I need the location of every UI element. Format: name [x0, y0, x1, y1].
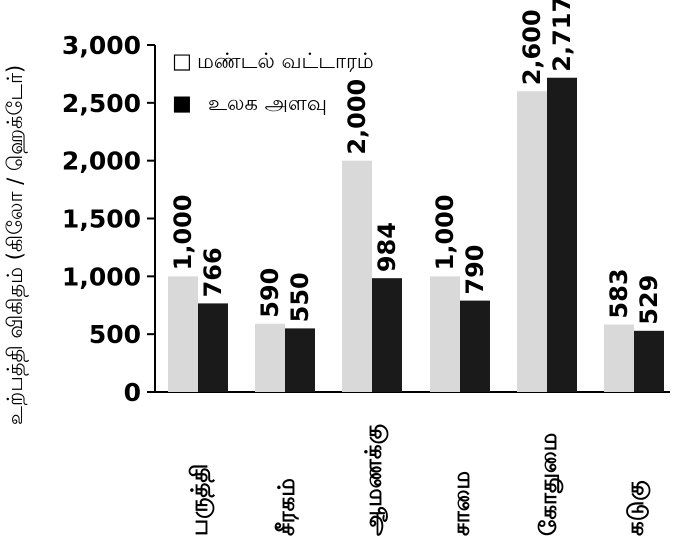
bar-regional	[604, 324, 634, 392]
y-tick-label: 1,500	[62, 205, 141, 234]
data-label: 984	[373, 222, 401, 272]
y-tick-label: 1,000	[62, 262, 141, 291]
bar-world	[198, 303, 228, 392]
bar-regional	[168, 276, 198, 392]
y-tick-label: 2,000	[62, 147, 141, 176]
data-label: 2,000	[343, 79, 371, 155]
category-label: சீரகம்	[274, 478, 300, 536]
y-tick-label: 0	[124, 378, 141, 407]
category-label: பருத்தி	[187, 464, 215, 536]
data-label: 1,000	[169, 194, 197, 270]
data-label: 529	[635, 275, 663, 325]
category-label: ஆமணக்கு	[361, 424, 389, 536]
data-label: 790	[461, 245, 489, 295]
y-tick-label: 2,500	[62, 89, 141, 118]
data-label: 2,600	[518, 9, 546, 85]
bar-world	[460, 300, 490, 392]
bar-world	[634, 330, 664, 392]
data-label: 550	[286, 272, 314, 322]
data-label: 590	[256, 268, 284, 318]
category-label: கோதுமை	[536, 433, 564, 536]
category-labels: பருத்தி சீரகம் ஆமணக்கு சாமை கோதுமை கடுகு	[187, 424, 651, 536]
y-tick-label: 3,000	[62, 31, 141, 60]
category-label: சாமை	[449, 471, 475, 536]
bar-regional	[255, 323, 285, 392]
data-label: 766	[199, 247, 227, 297]
y-axis: 0 500 1,000 1,500 2,000 2,500 3,000	[62, 31, 670, 407]
bar-regional	[430, 276, 460, 392]
bar-world	[285, 328, 315, 392]
legend-entry: உலக அளவு	[208, 91, 327, 115]
legend-entry: மண்டல் வட்டாரம்	[197, 49, 374, 73]
bar-regional	[517, 91, 547, 393]
bar-world	[547, 77, 577, 392]
data-label: 2,717	[548, 0, 576, 72]
data-label: 583	[605, 268, 633, 318]
y-tick-label: 500	[89, 320, 141, 349]
bar-regional	[342, 160, 372, 392]
data-label: 1,000	[431, 194, 459, 270]
y-axis-title: உற்பத்தி விகிதம் (கிலோ / ஹெக்டேர்)	[3, 65, 29, 425]
category-label: கடுகு	[623, 480, 651, 536]
legend: □ மண்டல் வட்டாரம்■ உலக அளவு	[172, 49, 374, 115]
legend-square-outline-icon: □	[172, 49, 192, 73]
legend-square-filled-icon: ■	[172, 91, 192, 115]
bar-world	[372, 278, 402, 392]
